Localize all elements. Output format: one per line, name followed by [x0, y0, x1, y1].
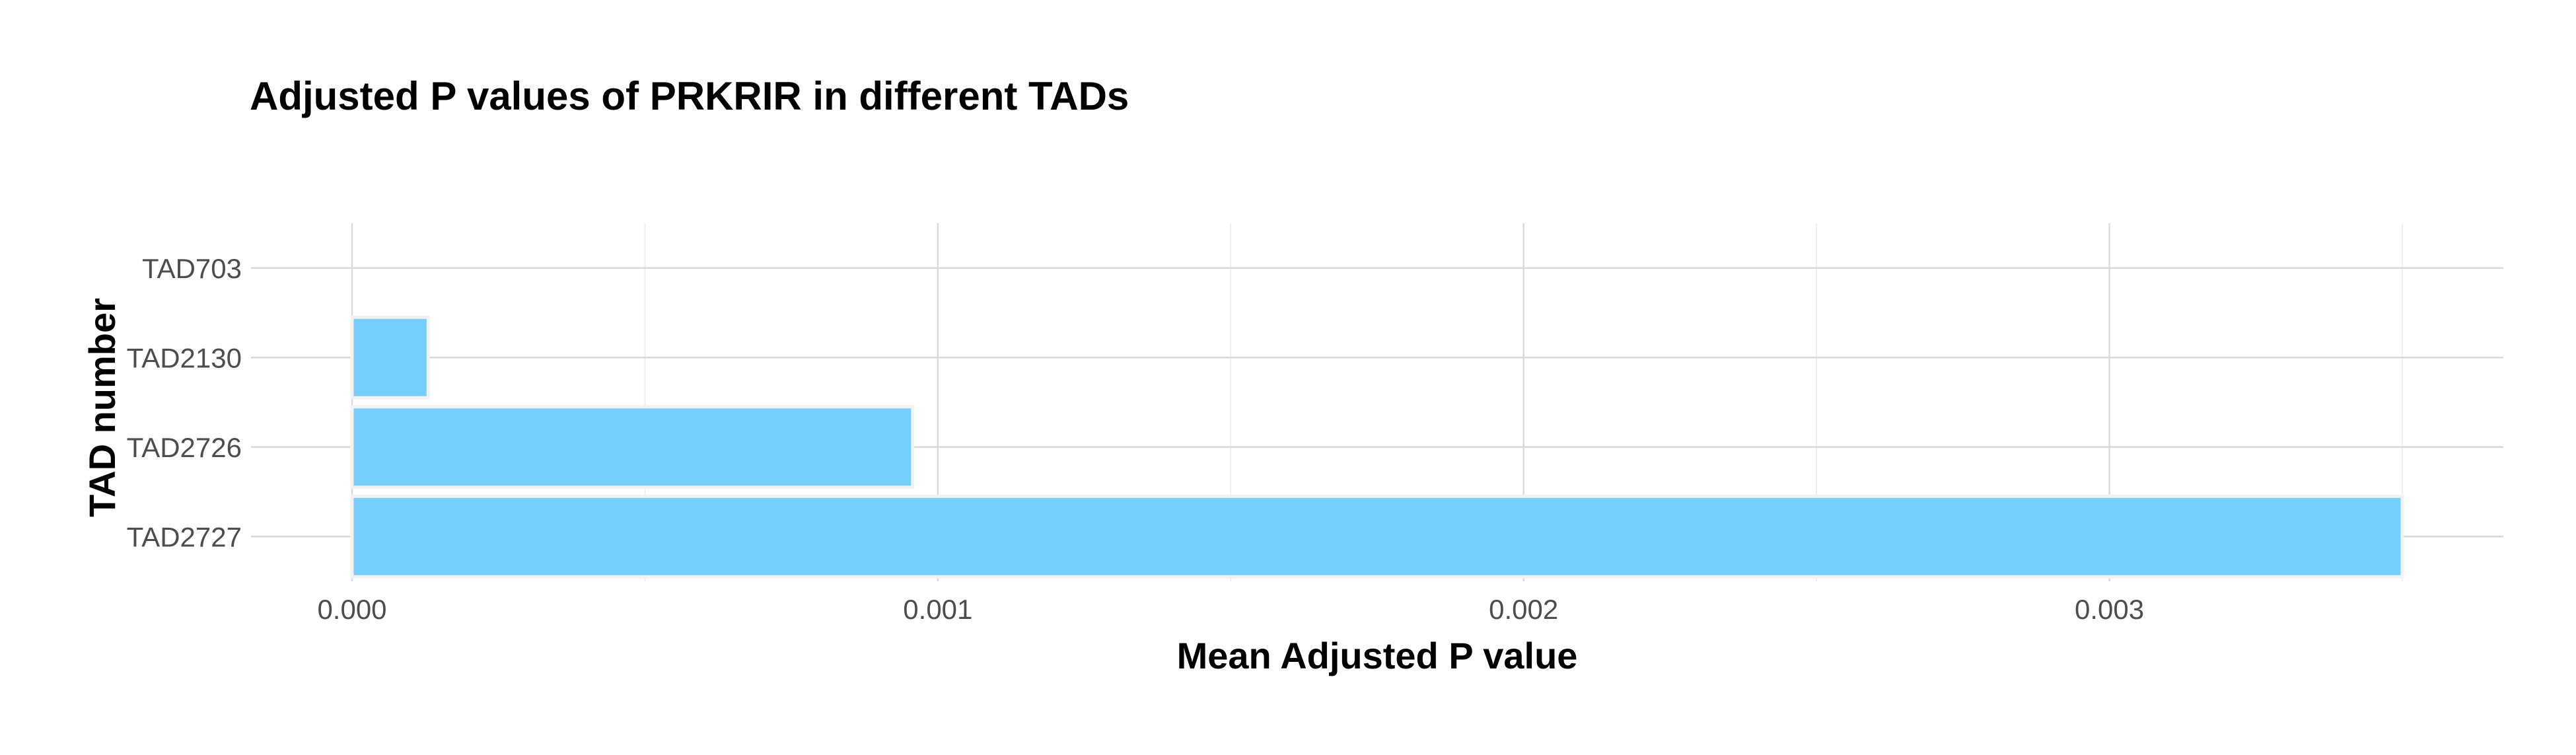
y-tick-label: TAD703	[142, 253, 242, 284]
tick-labels: TAD2727 TAD2726 TAD2130 TAD703 0.000 0.001 0.0…	[127, 253, 2144, 625]
y-tick-label: TAD2727	[127, 521, 242, 552]
bar-tad2726	[350, 405, 915, 489]
bar-tad2727	[350, 494, 2404, 579]
x-tick-label: 0.002	[1489, 594, 1558, 625]
bars	[350, 315, 2404, 579]
chart-title: Adjusted P values of PRKRIR in different…	[250, 74, 1129, 118]
x-axis-title: Mean Adjusted P value	[1177, 635, 1578, 676]
y-axis-title: TAD number	[81, 298, 123, 517]
x-tick-label: 0.003	[2075, 594, 2144, 625]
x-tick-label: 0.001	[903, 594, 972, 625]
y-tick-label: TAD2130	[127, 342, 242, 373]
bar-tad2130	[350, 315, 430, 400]
x-tick-label: 0.000	[317, 594, 386, 625]
y-tick-label: TAD2726	[127, 432, 242, 463]
